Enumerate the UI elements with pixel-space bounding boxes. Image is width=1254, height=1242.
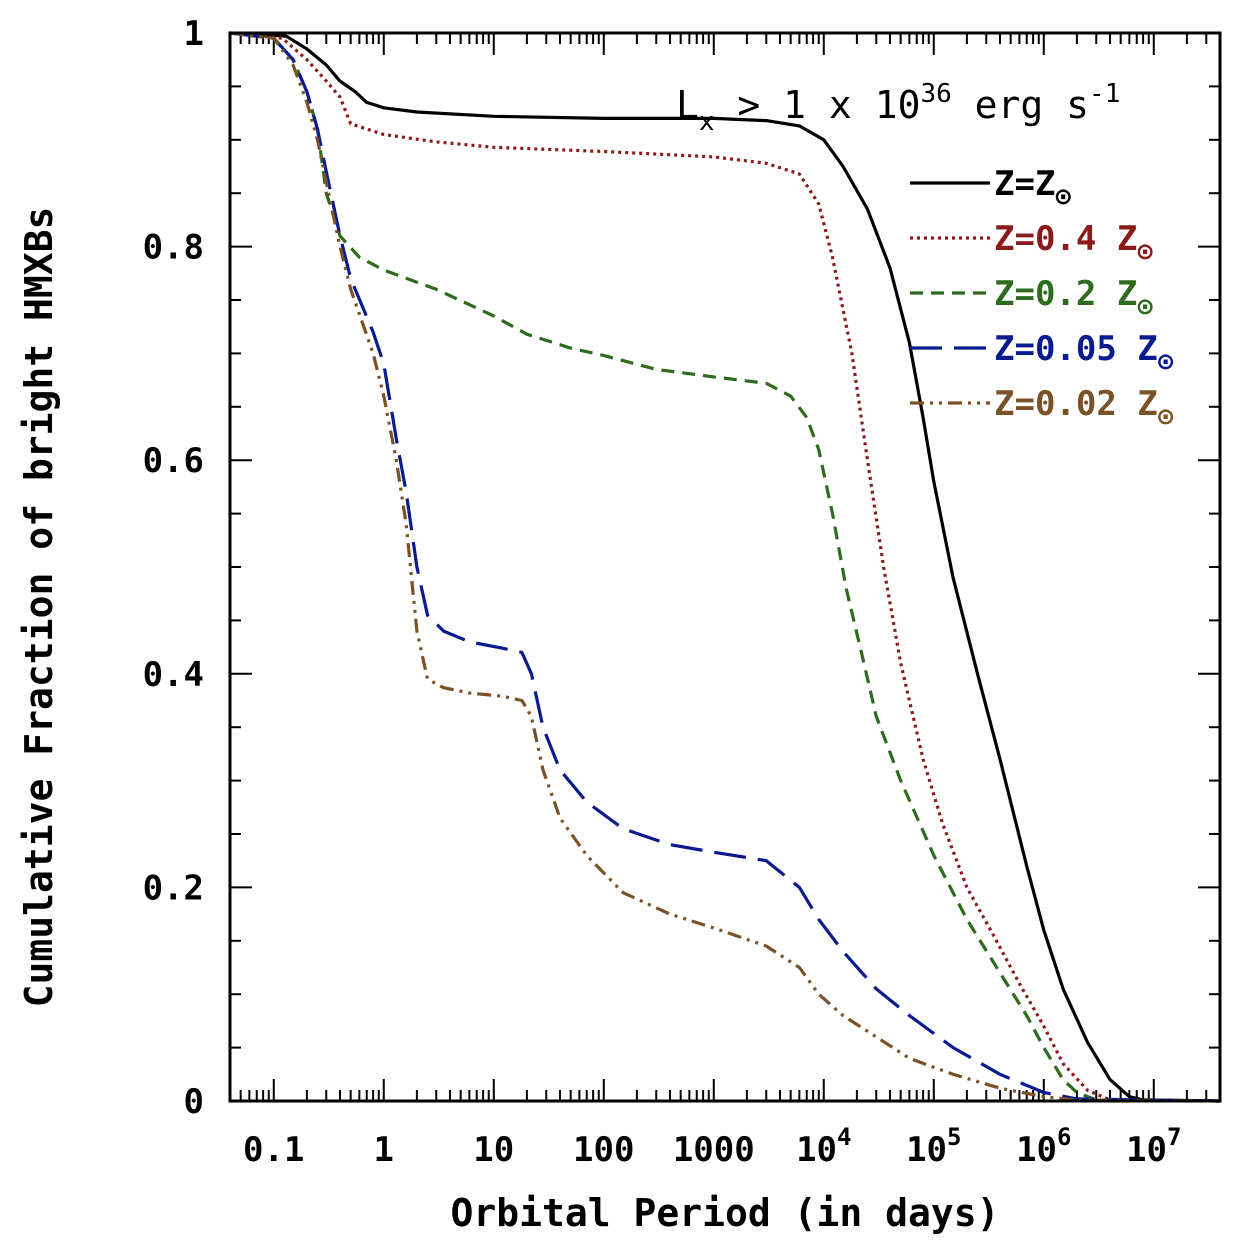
series-line-1 (229, 31, 1221, 1103)
x-tick-label: 104 (796, 1123, 851, 1170)
y-tick-label: 1 (184, 14, 204, 54)
luminosity-annotation: Lx > 1 x 1036 erg s-1 (676, 79, 1120, 137)
x-tick-labels: 0.1 1 10 100 1000 104 105 106 107 (243, 1123, 1181, 1170)
legend-label: Z=0.05 Z⊙ (994, 329, 1174, 377)
x-tick-label: 105 (906, 1123, 961, 1170)
x-tick-label: 1 (374, 1130, 394, 1170)
plot-frame (228, 31, 1222, 1103)
y-tick-labels: 0 0.2 0.4 0.6 0.8 1 (143, 14, 204, 1122)
x-tick-label: 107 (1126, 1123, 1181, 1170)
y-tick-label: 0.8 (143, 228, 204, 268)
y-tick-label: 0.2 (143, 868, 204, 908)
legend: Z=Z⊙ Z=0.4 Z⊙ Z=0.2 Z⊙ Z=0.05 Z⊙ Z=0.02 Z⊙ (910, 164, 1174, 432)
series-line-4 (229, 31, 1221, 1103)
x-axis-label: Orbital Period (in days) (450, 1191, 999, 1235)
series-line-2 (229, 31, 1221, 1103)
y-axis-label: Cumulative Fraction of bright HMXBs (17, 207, 61, 1008)
legend-label: Z=Z⊙ (994, 164, 1071, 212)
x-tick-label: 106 (1016, 1123, 1071, 1170)
legend-label: Z=0.02 Z⊙ (994, 384, 1174, 432)
legend-label: Z=0.4 Z⊙ (994, 219, 1153, 267)
ticks (229, 32, 1221, 1102)
x-tick-label: 10 (473, 1130, 514, 1170)
x-tick-label: 0.1 (243, 1130, 304, 1170)
y-tick-label: 0.6 (143, 441, 204, 481)
y-tick-label: 0.4 (143, 655, 204, 695)
y-tick-label: 0 (184, 1082, 204, 1122)
legend-label: Z=0.2 Z⊙ (994, 274, 1153, 322)
series-line-3 (229, 31, 1221, 1103)
series-line-0 (229, 31, 1221, 1103)
x-tick-label: 100 (573, 1130, 634, 1170)
x-tick-label: 1000 (673, 1130, 755, 1170)
series-layer (229, 31, 1221, 1103)
